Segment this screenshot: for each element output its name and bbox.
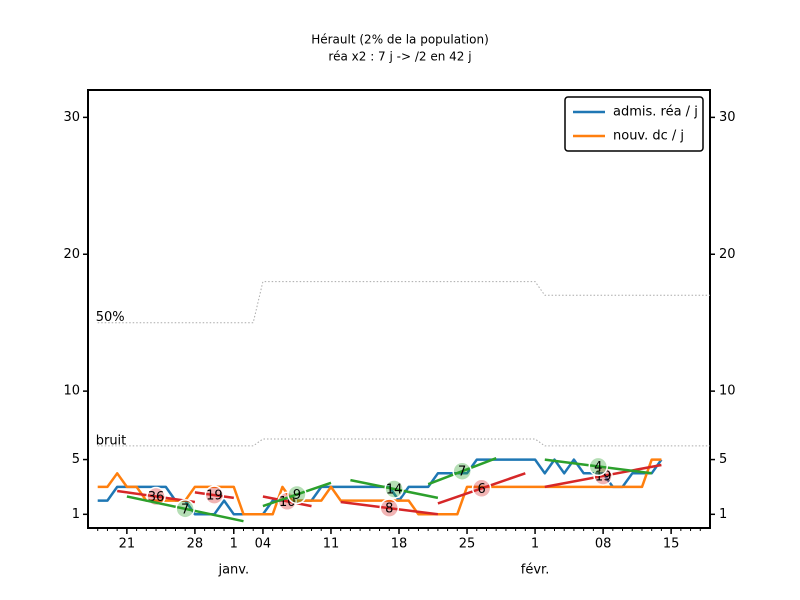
- month-label: févr.: [521, 563, 550, 578]
- legend-label: nouv. dc / j: [613, 129, 684, 144]
- fit-badge: [287, 484, 307, 505]
- fit-label: 14: [386, 482, 403, 497]
- fit-label: 9: [293, 488, 301, 503]
- y2-tick-label: 10: [719, 384, 736, 399]
- fit-line: [544, 458, 652, 475]
- y-tick-label: 1: [72, 507, 80, 522]
- fit-line: [437, 472, 526, 505]
- month-label: janv.: [217, 563, 249, 578]
- x-tick-label: 15: [663, 537, 680, 552]
- y2-tick-label: 20: [719, 247, 736, 262]
- y2-tick-label: 30: [719, 110, 736, 125]
- legend-label: admis. réa / j: [613, 105, 698, 120]
- fit-line: [262, 495, 312, 508]
- fit-badge: [588, 456, 608, 477]
- x-tick-label: 18: [391, 537, 408, 552]
- reference-line: [97, 438, 710, 447]
- fit-badge: [471, 478, 492, 499]
- fit-badge: [379, 498, 400, 518]
- x-tick-label: 1: [531, 537, 539, 552]
- x-tick-label: 25: [459, 537, 476, 552]
- x-tick-label: 11: [323, 537, 340, 552]
- y-tick-label: 20: [63, 247, 80, 262]
- y2-tick-label: 1: [719, 507, 727, 522]
- fit-label: 8: [385, 502, 393, 517]
- fit-line: [126, 495, 244, 523]
- fit-badge: [175, 499, 195, 519]
- x-tick-label: 28: [187, 537, 204, 552]
- fit-line: [427, 457, 497, 486]
- fit-line: [350, 478, 439, 500]
- y2-tick-label: 5: [719, 452, 727, 467]
- y-tick-label: 30: [63, 110, 80, 125]
- fit-label: 6: [477, 482, 485, 497]
- series-line: [97, 458, 662, 516]
- chart-title: Hérault (2% de la population): [311, 33, 489, 47]
- fit-badge: [452, 461, 472, 481]
- fit-label: 7: [181, 502, 189, 517]
- x-tick-label: 1: [230, 537, 238, 552]
- y-tick-label: 10: [63, 384, 80, 399]
- fit-line: [262, 481, 332, 508]
- x-tick-label: 04: [255, 537, 272, 552]
- fit-label: 19: [595, 469, 612, 484]
- reference-label: 50%: [96, 310, 125, 325]
- x-tick-label: 21: [119, 537, 136, 552]
- fit-label: 7: [458, 465, 466, 480]
- fit-label: 4: [594, 460, 602, 475]
- plot-frame: [87, 89, 711, 529]
- fit-line: [340, 500, 439, 516]
- fit-line: [194, 491, 234, 500]
- y-tick-label: 5: [72, 452, 80, 467]
- fit-line: [544, 463, 662, 489]
- reference-label: bruit: [96, 433, 127, 448]
- fit-badge: [204, 485, 225, 505]
- fit-badge: [384, 479, 404, 499]
- x-tick-label: 08: [595, 537, 612, 552]
- fit-label: 19: [206, 489, 223, 504]
- reference-line: [97, 281, 710, 324]
- chart-subtitle: réa x2 : 7 j -> /2 en 42 j: [328, 50, 471, 64]
- legend-box: [564, 96, 704, 152]
